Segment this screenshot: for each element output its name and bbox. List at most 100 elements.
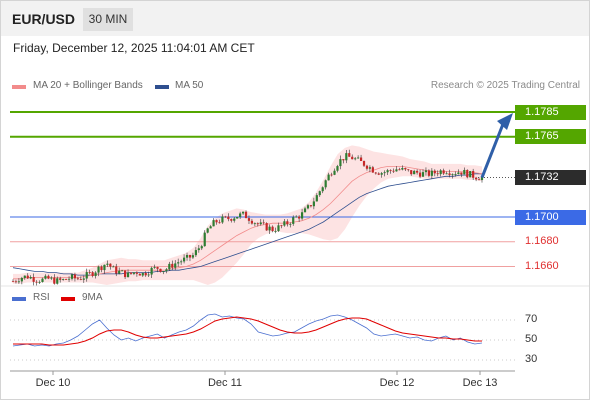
candle-body — [283, 221, 286, 226]
candle-body — [324, 180, 327, 188]
candle-body — [53, 277, 56, 284]
candle-body — [70, 274, 74, 279]
legend-ma20-label: MA 20 + Bollinger Bands — [33, 80, 143, 91]
candle-body — [262, 222, 265, 224]
x-tick-label: Dec 12 — [379, 377, 415, 389]
candle-body — [439, 170, 442, 175]
candle-body — [451, 174, 454, 176]
level-label-1.1785: 1.1785 — [515, 104, 586, 120]
legend-swatch-9ma — [61, 297, 75, 301]
candle-body — [277, 225, 280, 231]
candle-body — [377, 173, 380, 175]
candle-body — [359, 157, 363, 162]
candle-body — [466, 169, 469, 178]
legend-9ma-label: 9MA — [82, 292, 103, 303]
candle-body — [259, 222, 262, 225]
rsi-tick-label: 30 — [525, 353, 538, 365]
candle-body — [20, 277, 23, 282]
rsi-tick-label: 50 — [525, 333, 538, 345]
candle-body — [236, 216, 239, 219]
candle-body — [354, 158, 357, 160]
candle-body — [457, 172, 460, 175]
candle-body — [194, 250, 197, 256]
candle-body — [330, 174, 333, 176]
candle-body — [64, 278, 68, 280]
candle-body — [430, 170, 433, 176]
candle-body — [244, 211, 248, 219]
candle-body — [472, 171, 475, 178]
candle-body — [200, 246, 203, 249]
candle-body — [333, 170, 336, 175]
candle-body — [312, 201, 315, 207]
candle-body — [47, 275, 50, 279]
candle-body — [336, 166, 339, 171]
candle-body — [85, 272, 88, 279]
candle-body — [17, 281, 20, 283]
copyright-text: Research © 2025 Trading Central — [430, 80, 580, 91]
candle-body — [56, 278, 59, 284]
candle-body — [321, 187, 324, 192]
candle-body — [407, 169, 410, 171]
candle-body — [123, 270, 127, 278]
level-label-1.1700: 1.1700 — [515, 209, 586, 225]
candle-body — [348, 153, 351, 157]
candle-body — [35, 281, 38, 283]
candle-body — [103, 264, 106, 271]
candle-body — [50, 277, 53, 279]
candle-body — [424, 170, 428, 173]
candle-body — [380, 173, 383, 175]
candle-body — [100, 266, 103, 271]
candle-body — [318, 191, 321, 196]
candle-body — [389, 170, 392, 171]
candle-body — [150, 267, 153, 275]
candle-body — [203, 232, 206, 247]
candle-body — [115, 266, 118, 274]
candle-body — [274, 230, 277, 232]
candle-body — [79, 279, 82, 280]
candle-body — [129, 272, 133, 274]
level-label-1.1680: 1.1680 — [525, 235, 559, 248]
candle-body — [306, 205, 310, 209]
candle-body — [345, 153, 348, 161]
legend-ma50-label: MA 50 — [175, 80, 204, 91]
ma20-line — [13, 165, 483, 280]
candle-body — [67, 278, 71, 280]
candle-body — [386, 170, 389, 173]
candle-body — [395, 169, 398, 172]
candle-body — [109, 263, 112, 267]
candle-body — [121, 270, 124, 272]
candle-body — [303, 208, 307, 213]
candle-body — [218, 222, 221, 224]
candle-body — [292, 217, 295, 224]
timestamp: Friday, December 12, 2025 11:04:01 AM CE… — [13, 41, 255, 55]
candle-body — [118, 270, 121, 274]
candle-body — [156, 267, 159, 269]
candle-body — [132, 272, 136, 274]
candle-body — [289, 223, 292, 225]
candle-body — [448, 173, 451, 176]
candle-body — [23, 275, 26, 278]
candle-body — [454, 174, 457, 175]
forecast-arrow-head — [497, 113, 513, 131]
candle-body — [268, 226, 271, 231]
candle-body — [413, 170, 416, 175]
candle-body — [159, 268, 162, 272]
candle-body — [188, 254, 192, 258]
header-bar: EUR/USD 30 MIN — [1, 1, 589, 36]
candle-body — [165, 269, 168, 272]
candle-body — [309, 205, 313, 207]
candle-body — [477, 179, 481, 181]
candle-body — [241, 211, 245, 214]
candle-body — [215, 220, 218, 223]
candle-body — [392, 170, 395, 172]
candle-body — [88, 272, 91, 273]
candle-body — [256, 223, 259, 225]
candle-body — [463, 169, 466, 175]
candle-body — [315, 195, 318, 202]
candle-body — [153, 267, 156, 268]
candle-body — [141, 272, 144, 276]
rsi-series-9MA — [13, 316, 482, 346]
timeframe-button[interactable]: 30 MIN — [83, 8, 133, 31]
candle-body — [91, 272, 94, 276]
